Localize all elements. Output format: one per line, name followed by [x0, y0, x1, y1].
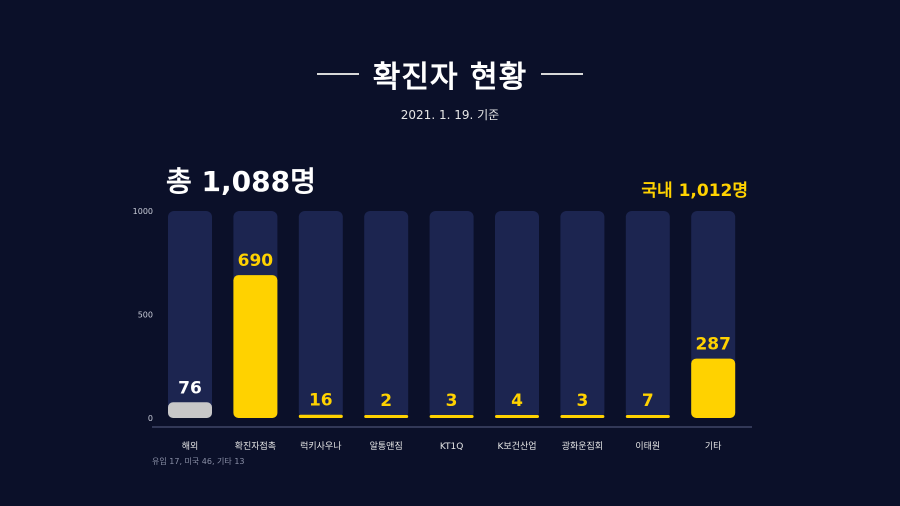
x-tick-label: KT1Q — [440, 442, 464, 452]
bar-value-label: 3 — [446, 391, 458, 411]
bar-track — [298, 211, 343, 418]
title-line-left — [316, 73, 359, 75]
y-tick-label: 500 — [138, 311, 153, 320]
bar — [168, 402, 212, 418]
bar-value-label: 16 — [309, 391, 333, 411]
x-tick-label: K보건산업 — [497, 441, 536, 452]
bar-value-label: 7 — [642, 391, 654, 411]
x-tick-label: 해외 — [182, 440, 199, 452]
title-row: 확진자 현황 — [0, 52, 900, 96]
chart-date: 2021. 1. 19. 기준 — [400, 108, 500, 122]
x-tick-label: 확진자접촉 — [235, 440, 276, 452]
bar — [560, 415, 605, 418]
bar — [625, 415, 670, 418]
bar — [233, 275, 278, 418]
bar-track — [168, 211, 212, 418]
bar — [429, 415, 474, 418]
overseas-footnote: 유입 17, 미국 46, 기타 13 — [152, 457, 245, 466]
domestic-count: 국내 1,012명 — [641, 181, 748, 201]
y-tick-label: 1000 — [133, 207, 153, 216]
total-count: 총 1,088명 — [166, 165, 316, 198]
chart-header: 확진자 현황 2021. 1. 19. 기준 — [0, 52, 900, 123]
bar — [298, 414, 343, 418]
bar-track — [495, 211, 539, 418]
y-tick-label: 0 — [148, 414, 153, 423]
bar-value-label: 287 — [695, 335, 731, 355]
x-tick-label: 이태원 — [635, 441, 660, 452]
bar-value-label: 3 — [576, 391, 588, 411]
bar-value-label: 2 — [380, 391, 392, 411]
x-tick-label: 광화운집회 — [562, 440, 603, 452]
x-tick-label: 알통앤짐 — [370, 441, 403, 452]
bar-track — [429, 211, 474, 418]
bar-track — [560, 211, 605, 418]
bar-track — [364, 211, 409, 418]
title-line-right — [541, 73, 584, 75]
x-tick-label: 기타 — [705, 441, 722, 452]
bar-track — [625, 211, 670, 418]
bar — [691, 358, 736, 418]
chart-title: 확진자 현황 — [372, 60, 528, 95]
bar — [495, 415, 539, 418]
bar-value-label: 4 — [511, 391, 523, 411]
x-tick-label: 럭키사우나 — [300, 440, 341, 452]
bar — [364, 415, 409, 418]
bar-value-label: 76 — [178, 378, 202, 398]
bar-value-label: 690 — [238, 251, 274, 271]
